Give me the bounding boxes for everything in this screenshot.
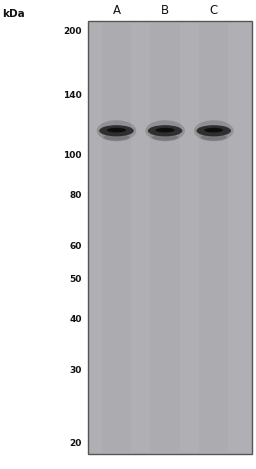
Text: 140: 140 [63,91,82,100]
Ellipse shape [99,125,134,136]
Ellipse shape [103,134,130,141]
Ellipse shape [197,125,231,136]
Text: 30: 30 [70,366,82,375]
Text: 20: 20 [70,439,82,448]
Text: 100: 100 [63,151,82,160]
Ellipse shape [194,120,234,141]
Ellipse shape [201,134,227,141]
Ellipse shape [107,128,126,132]
Text: B: B [161,4,169,17]
Ellipse shape [145,120,185,141]
Text: 200: 200 [63,27,82,37]
Ellipse shape [148,125,182,136]
Text: kDa: kDa [3,9,25,19]
Bar [102,23,131,452]
Ellipse shape [97,120,136,141]
Text: 60: 60 [70,242,82,251]
Ellipse shape [204,128,223,132]
Bar [151,23,180,452]
Ellipse shape [152,134,178,141]
Text: A: A [112,4,121,17]
Text: 50: 50 [70,275,82,284]
Bar [88,21,252,454]
Text: C: C [210,4,218,17]
Bar [199,23,228,452]
Ellipse shape [156,128,175,132]
Text: 80: 80 [70,191,82,200]
Text: 40: 40 [69,315,82,324]
